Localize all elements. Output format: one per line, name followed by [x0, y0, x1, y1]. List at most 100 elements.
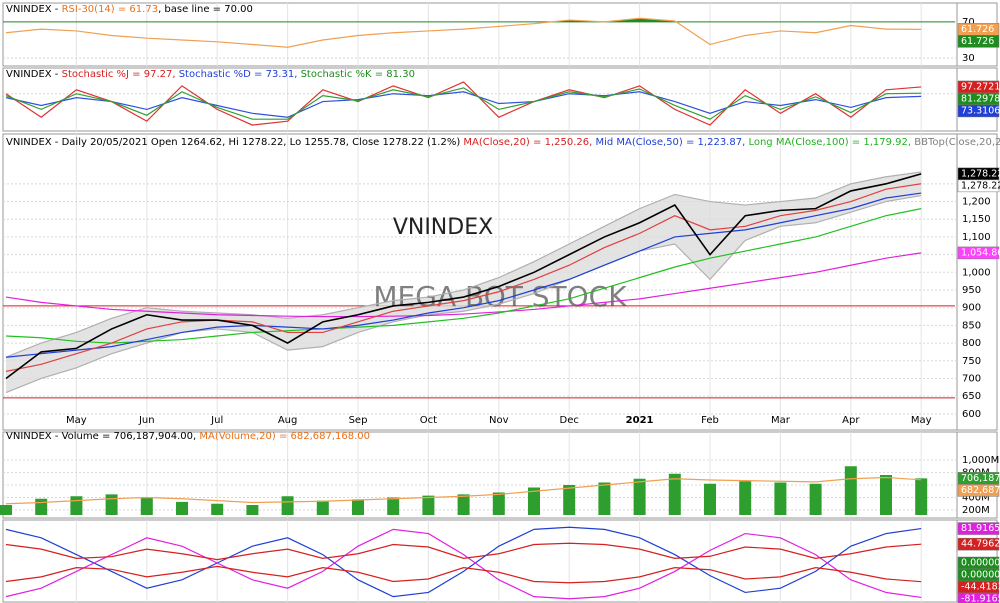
header-part: Mid MA(Close,50) = 1,223.87,: [595, 137, 748, 148]
series-line: [5, 565, 922, 584]
bar: [704, 483, 716, 515]
value-label: 0.00000: [961, 558, 1000, 569]
value-label-box: [957, 592, 1000, 603]
x-tick-label: Mar: [771, 415, 791, 426]
value-label: 97.2721: [961, 81, 1000, 92]
bar: [809, 483, 822, 515]
value-label-box: [957, 484, 1000, 497]
value-label-box: [957, 104, 1000, 118]
value-label: 706,187: [961, 473, 1000, 484]
x-tick-label: May: [66, 415, 87, 426]
header-part: BBTop(Close,20,2) = 1,283.59,: [914, 137, 1000, 148]
bar: [211, 503, 224, 515]
bar: [668, 473, 681, 515]
value-label: 81.2978: [961, 93, 1000, 104]
header-part: , base line = 70.00: [158, 4, 253, 15]
bar: [316, 500, 329, 515]
header-part: MA(Close,20) = 1,250.26,: [463, 137, 595, 148]
header-part: VNINDEX - Volume = 706,187,904.00,: [6, 431, 199, 442]
panel-header: VNINDEX - RSI-30(14) = 61.73, base line …: [6, 4, 253, 15]
value-label: -81.9165: [961, 594, 1000, 603]
bar: [598, 482, 611, 515]
series-line: [5, 526, 922, 598]
bar: [563, 485, 576, 515]
y-tick-label: 650: [962, 391, 981, 402]
y-tick-label: 1,000M: [962, 455, 999, 466]
bar: [528, 487, 540, 515]
bar: [176, 501, 188, 515]
bar: [457, 494, 470, 515]
bar: [844, 466, 857, 515]
value-label-box: [957, 522, 1000, 535]
x-tick-label: Oct: [420, 415, 437, 426]
y-tick-label: 1,000: [962, 267, 991, 278]
y-tick-label: 30: [962, 53, 975, 64]
header-part: Stochastic %J = 97.27,: [62, 69, 179, 80]
x-tick-label: Jul: [210, 415, 223, 426]
series-line: [5, 194, 922, 394]
series-line: [5, 173, 922, 380]
x-tick-label: Feb: [701, 415, 719, 426]
y-tick-label: 850: [962, 320, 981, 331]
bar: [915, 478, 928, 515]
value-label: 61.726: [961, 24, 994, 35]
header-part: VNINDEX -: [6, 69, 62, 80]
value-label-box: [957, 246, 1000, 260]
bar: [774, 482, 787, 515]
series-line: [5, 81, 922, 126]
series-line: [5, 87, 922, 120]
bar: [492, 492, 505, 515]
y-tick-label: 400M: [962, 493, 990, 504]
panel-header: VNINDEX - Daily 20/05/2021 Open 1264.62,…: [6, 137, 1000, 148]
series-line: [5, 252, 922, 318]
series-line: [5, 192, 922, 358]
bar: [105, 494, 118, 515]
value-label: 73.3106: [961, 105, 1000, 116]
panel-header: VNINDEX - Stochastic %J = 97.27, Stochas…: [6, 69, 415, 80]
bar: [880, 475, 892, 515]
value-label: 1,054.86: [961, 247, 1000, 258]
value-label: 1,278.22: [961, 180, 1000, 191]
panel-frame: [2, 133, 998, 431]
bar: [140, 497, 153, 515]
header-part: RSI-30(14) = 61.73: [62, 4, 158, 15]
value-label: -44.4183: [961, 582, 1000, 593]
y-tick-label: 700: [962, 373, 981, 384]
x-tick-label: Apr: [842, 415, 860, 426]
bar: [352, 499, 364, 515]
header-part: MA(Volume,20) = 682,687,168.00: [199, 431, 370, 442]
y-tick-label: 1,200: [962, 197, 991, 208]
header-part: Long MA(Close,100) = 1,179.92,: [748, 137, 914, 148]
bollinger-band: [6, 171, 922, 393]
header-part: Stochastic %D = 73.31,: [179, 69, 301, 80]
value-label-box: [957, 179, 1000, 193]
value-label: 682,687: [961, 485, 1000, 496]
panel-header: VNINDEX - Volume = 706,187,904.00, MA(Vo…: [6, 431, 370, 442]
series-line: [5, 208, 922, 344]
y-tick-label: 950: [962, 285, 981, 296]
bar: [246, 505, 259, 515]
bar: [35, 498, 48, 515]
value-label-box: [957, 35, 1000, 48]
series-line: [5, 17, 922, 48]
header-part: VNINDEX -: [6, 4, 62, 15]
header-part: Stochastic %K = 81.30: [301, 69, 415, 80]
value-label: 1,278.22: [961, 168, 1000, 179]
value-label: 61.726: [961, 36, 994, 47]
x-tick-label: Dec: [560, 415, 579, 426]
y-tick-label: 1,150: [962, 214, 991, 225]
header-part: VNINDEX - Daily 20/05/2021 Open 1264.62,…: [6, 137, 463, 148]
series-line: [5, 476, 922, 505]
bar: [70, 496, 83, 515]
y-tick-label: 600: [962, 409, 981, 420]
series-line: [5, 542, 922, 561]
value-label: 0.00000: [961, 570, 1000, 581]
series-line: [5, 528, 922, 600]
bar: [387, 497, 400, 515]
y-tick-label: 900: [962, 303, 981, 314]
bar: [281, 496, 294, 515]
x-tick-label: Aug: [278, 415, 298, 426]
value-label: 44.7962: [961, 539, 1000, 550]
y-tick-label: 750: [962, 356, 981, 367]
